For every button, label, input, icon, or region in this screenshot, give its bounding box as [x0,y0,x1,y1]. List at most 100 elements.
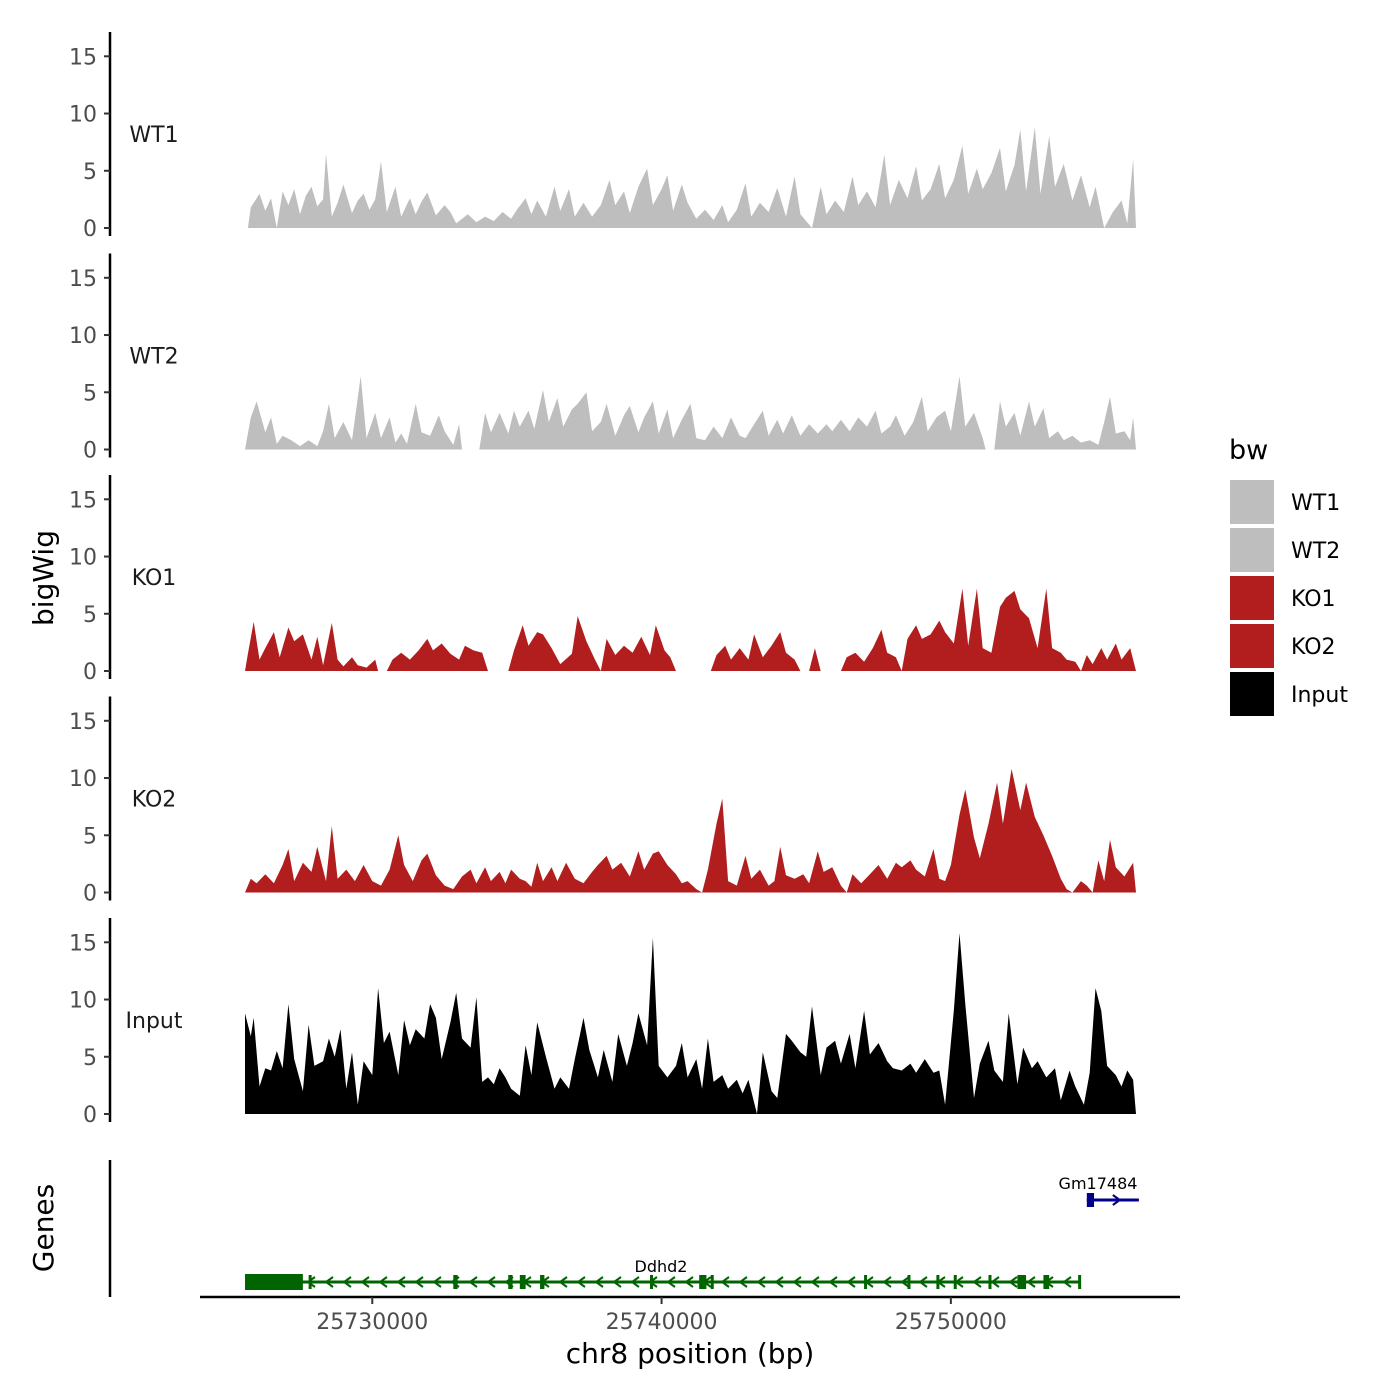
strand-arrow-ddhd2 [774,1276,784,1288]
strand-arrow-ddhd2 [918,1276,928,1288]
strand-arrow-ddhd2 [936,1276,946,1288]
y-tick-label-wt1-5: 5 [83,160,97,185]
y-tick-label-wt2-5: 5 [83,381,97,406]
strand-arrow-ddhd2 [882,1276,892,1288]
area-wt2 [245,376,1136,450]
y-tick-label-wt1-15: 15 [69,45,97,70]
genes-axis-title: Genes [27,1184,60,1272]
gene-label-ddhd2: Ddhd2 [635,1257,688,1276]
y-tick-label-wt1-0: 0 [83,217,97,242]
x-tick-label-25730000: 25730000 [316,1310,428,1335]
strand-arrow-ddhd2 [864,1276,874,1288]
strand-arrow-ddhd2 [360,1276,370,1288]
strand-arrow-ddhd2 [846,1276,856,1288]
exon-ddhd2-3 [508,1275,513,1289]
y-tick-label-ko1-0: 0 [83,660,97,685]
y-tick-label-wt1-10: 10 [69,103,97,128]
strand-arrow-ddhd2 [720,1276,730,1288]
y-axis-title: bigWig [27,530,60,626]
exon-ddhd2-13 [988,1275,992,1289]
strand-arrow-ddhd2 [1008,1276,1018,1288]
area-ko1 [245,588,1136,671]
y-tick-label-ko2-0: 0 [83,882,97,907]
strand-arrow-ddhd2 [342,1276,352,1288]
legend-label-ko2: KO2 [1291,635,1336,660]
strand-arrow-ddhd2 [792,1276,802,1288]
legend-label-wt2: WT2 [1291,539,1340,564]
x-tick-label-25750000: 25750000 [895,1310,1007,1335]
strand-arrow-ddhd2 [558,1276,568,1288]
legend-label-ko1: KO1 [1291,587,1336,612]
strand-arrow-ddhd2 [288,1276,298,1288]
y-tick-label-wt2-15: 15 [69,267,97,292]
strand-arrow-ddhd2 [702,1276,712,1288]
exon-ddhd2-10 [907,1275,911,1289]
exon-ddhd2-0 [245,1274,303,1290]
gene-ddhd2: Ddhd2 [245,1257,1082,1290]
strand-arrow-ddhd2 [414,1276,424,1288]
signal-tracks: 0 5 10 15 WT1 0 5 10 15 WT2 0 5 10 15 KO1 0 5 10 15 KO2 0 5 10… [69,32,1136,1128]
strand-arrow-ddhd2 [900,1276,910,1288]
legend-title: bw [1229,435,1268,466]
strand-arrow-ddhd2 [576,1276,586,1288]
strand-arrow-ddhd2 [612,1276,622,1288]
track-ko1: 0 5 10 15 KO1 [69,475,1136,685]
strand-arrow-ddhd2 [504,1276,514,1288]
track-input: 0 5 10 15 Input [69,918,1136,1128]
y-tick-label-ko2-5: 5 [83,824,97,849]
track-label-ko1: KO1 [132,566,177,591]
track-label-wt2: WT2 [129,345,178,370]
legend-swatch-wt1 [1230,480,1274,524]
strand-arrow-ddhd2 [594,1276,604,1288]
x-axis: 25730000 25740000 25750000 [200,1295,1180,1335]
gene-gm17484: Gm17484 [1059,1174,1139,1207]
legend-swatch-ko1 [1230,576,1274,620]
y-tick-label-input-5: 5 [83,1046,97,1071]
strand-arrow-ddhd2 [324,1276,334,1288]
track-label-ko2: KO2 [132,788,177,813]
y-tick-label-wt2-10: 10 [69,324,97,349]
strand-arrow-ddhd2 [828,1276,838,1288]
gene-panel: Ddhd2 Gm17484 [108,1160,1139,1297]
track-label-input: Input [126,1009,183,1034]
strand-arrow-ddhd2 [666,1276,676,1288]
legend-swatch-wt2 [1230,528,1274,572]
exon-ddhd2-8 [710,1275,714,1289]
legend-swatch-ko2 [1230,624,1274,668]
strand-arrow-ddhd2 [648,1276,658,1288]
track-label-wt1: WT1 [129,123,178,148]
strand-arrow-ddhd2 [378,1276,388,1288]
strand-arrow-ddhd2 [684,1276,694,1288]
strand-arrow-ddhd2 [450,1276,460,1288]
strand-arrow-ddhd2 [954,1276,964,1288]
legend-swatch-input [1230,672,1274,716]
track-wt2: 0 5 10 15 WT2 [69,253,1136,464]
exon-gm17484-0 [1086,1193,1095,1207]
strand-arrow-ddhd2 [306,1276,316,1288]
strand-arrow-ddhd2 [486,1276,496,1288]
strand-arrow-gm17484 [1112,1194,1122,1206]
legend-label-input: Input [1291,683,1348,708]
area-ko2 [245,768,1136,893]
exon-ddhd2-14 [1017,1275,1027,1289]
area-wt1 [247,127,1136,228]
strand-arrow-ddhd2 [1062,1276,1072,1288]
legend-label-wt1: WT1 [1291,491,1340,516]
y-tick-label-ko1-5: 5 [83,603,97,628]
strand-arrow-ddhd2 [432,1276,442,1288]
strand-arrow-ddhd2 [1044,1276,1054,1288]
track-ko2: 0 5 10 15 KO2 [69,696,1136,907]
y-tick-label-ko2-15: 15 [69,710,97,735]
area-input [245,933,1136,1114]
x-tick-label-25740000: 25740000 [606,1310,718,1335]
y-tick-label-ko1-10: 10 [69,546,97,571]
strand-arrow-ddhd2 [522,1276,532,1288]
strand-arrow-ddhd2 [540,1276,550,1288]
y-tick-label-input-15: 15 [69,931,97,956]
y-tick-label-ko2-10: 10 [69,767,97,792]
strand-arrow-ddhd2 [756,1276,766,1288]
exon-ddhd2-2 [453,1275,458,1289]
y-tick-label-wt2-0: 0 [83,439,97,464]
